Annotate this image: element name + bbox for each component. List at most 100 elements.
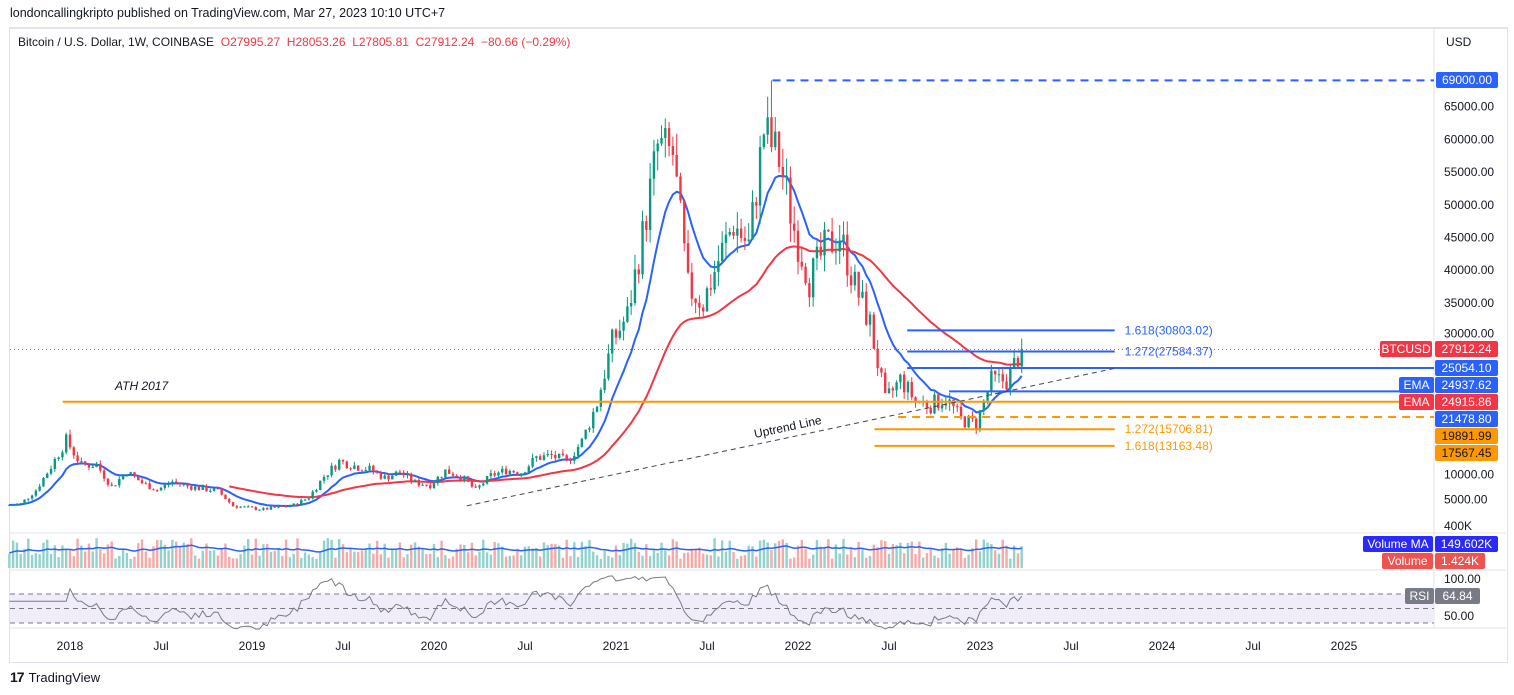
candle-body [679, 176, 682, 201]
candle-body [789, 177, 792, 224]
volume-bar [554, 544, 557, 568]
volume-bar [512, 555, 515, 568]
candle-body [284, 506, 288, 508]
candle-body [224, 494, 227, 500]
candle-body [425, 484, 428, 486]
candle-body [902, 374, 906, 393]
price-tag-19891: 19891.99 [1441, 429, 1491, 443]
volume-bar [868, 555, 872, 568]
volume-bar [42, 542, 45, 568]
volume-bar [118, 555, 121, 568]
volume-bar [956, 547, 959, 568]
candle-body [580, 438, 584, 447]
volume-bar [872, 544, 876, 568]
volume-bar [190, 538, 193, 568]
candle-body [751, 202, 754, 240]
candle-body [296, 503, 299, 506]
candle-body [341, 460, 345, 462]
volume-bar [504, 556, 508, 568]
volume-bar [311, 557, 314, 568]
volume-bar [584, 545, 587, 568]
volume-bar [614, 545, 618, 568]
x-tick-label: Jul [517, 639, 532, 653]
volume-bar [228, 556, 231, 568]
level-label: 1.272(27584.37) [1125, 344, 1213, 358]
candle-body [633, 269, 637, 303]
rsi-value-bg [1435, 588, 1480, 604]
price-tag-17567-bg [1435, 445, 1498, 461]
candle-body [23, 499, 26, 504]
ema-slow-label: EMA [1403, 395, 1429, 409]
volume-bar [698, 547, 701, 568]
volume-bar [425, 553, 428, 568]
candle-body [561, 453, 565, 456]
volume-bar [944, 542, 948, 568]
candle-body [618, 330, 621, 338]
btcusd-label-bg [1380, 341, 1432, 357]
published-by: londoncallingkripto published on Trading… [10, 6, 446, 20]
y-tick-label: 30000.00 [1444, 327, 1494, 341]
candle-body [834, 251, 838, 253]
candle-body [827, 229, 830, 232]
volume-bar [53, 545, 57, 568]
btcusd-label: BTCUSD [1381, 342, 1431, 356]
candle-body [152, 489, 155, 491]
candle-body [576, 446, 580, 456]
volume-label-bg [1382, 553, 1433, 569]
candle-body [436, 476, 439, 484]
candle-body [626, 306, 629, 322]
volume-bar [607, 555, 610, 568]
volume-bar [34, 553, 38, 568]
candle-body [819, 246, 822, 256]
candle-body [372, 465, 375, 472]
volume-bar [19, 554, 22, 568]
candle-body [265, 508, 269, 510]
volume-bar [827, 539, 830, 568]
volume-bar [717, 556, 720, 568]
rsi-value: 64.84 [1442, 589, 1472, 603]
uptrend-line [466, 367, 1115, 507]
candle-body [910, 382, 913, 398]
volume-bar [747, 545, 750, 568]
candle-body [838, 240, 841, 252]
volume-bar [842, 538, 845, 568]
candle-body [455, 475, 458, 477]
candle-body [868, 314, 872, 325]
candle-body [853, 271, 857, 286]
candle-body [527, 466, 530, 473]
rsi-tick-label: 100.00 [1444, 572, 1481, 586]
candle-body [406, 473, 409, 476]
volume-bar [982, 539, 985, 568]
volume-bar [793, 557, 796, 568]
candle-body [129, 472, 132, 476]
tradingview-logo[interactable]: 17 TradingView [10, 669, 100, 685]
candle-body [713, 271, 716, 290]
x-tick-label: Jul [1245, 639, 1260, 653]
candle-body [402, 472, 405, 476]
volume-bar [432, 543, 436, 568]
candle-body [891, 388, 894, 391]
candle-body [732, 231, 735, 236]
candle-body [42, 477, 45, 487]
volume-bar [690, 548, 694, 568]
volume-bar [633, 543, 637, 568]
volume-bar [212, 550, 216, 568]
x-tick-label: 2021 [603, 639, 630, 653]
volume-bar [497, 543, 500, 568]
candle-body [830, 231, 834, 253]
volume-bar [978, 551, 982, 568]
candle-body [595, 406, 599, 412]
candle-body [330, 465, 333, 476]
candle-body [720, 242, 724, 262]
volume-bar [834, 544, 838, 568]
candle-body [311, 491, 314, 499]
candle-body [978, 410, 982, 430]
candle-body [421, 484, 424, 486]
volume-bar [148, 557, 151, 568]
volume-bar [770, 550, 773, 568]
candle-body [466, 476, 470, 482]
candle-body [417, 480, 421, 486]
volume-bar [417, 546, 421, 568]
volume-bar [61, 545, 64, 568]
